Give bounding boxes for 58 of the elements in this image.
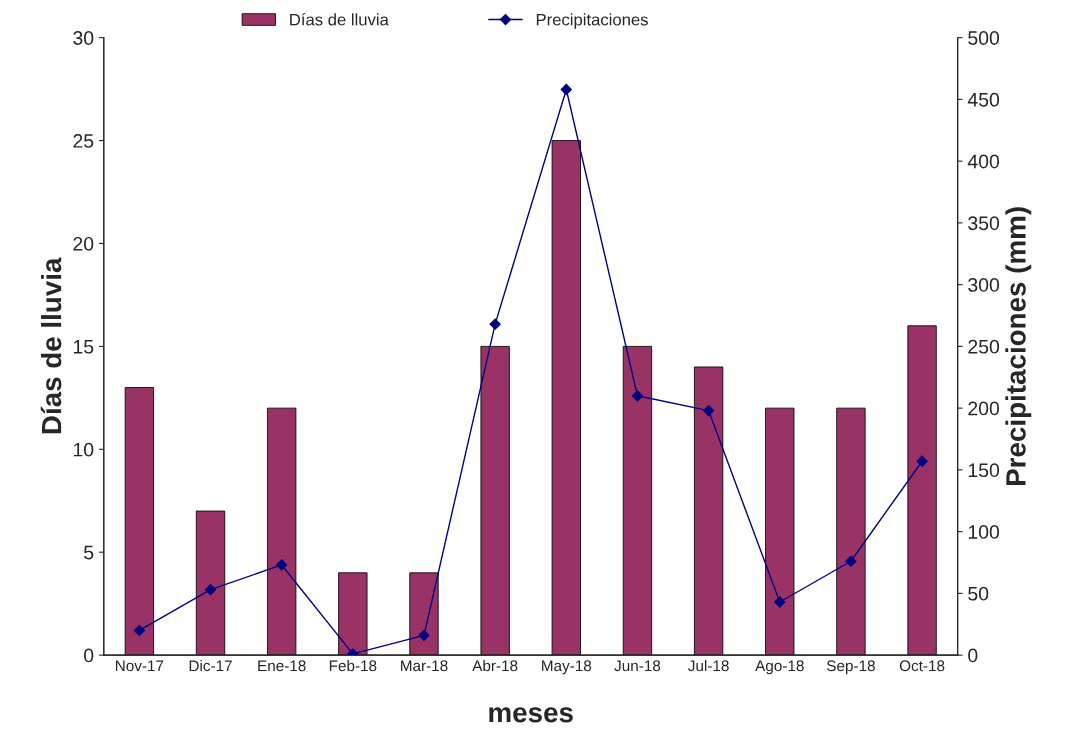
x-tick-label: Ene-18 (258, 660, 306, 672)
x-tick-label: Jun-18 (614, 660, 661, 672)
y2-axis-title: Precipitaciones (mm) (1005, 207, 1032, 485)
y-tick-label: 10 (73, 442, 94, 457)
point (845, 555, 857, 567)
y-tick-label: 15 (73, 340, 94, 354)
point (916, 455, 928, 467)
x-tick-label: Sep-18 (826, 660, 875, 675)
bar (907, 325, 937, 656)
y2-tick-label: 350 (968, 216, 1000, 231)
bar (124, 387, 155, 656)
x-tick-label: Oct-18 (899, 660, 945, 672)
x-tick-label: Dic-17 (189, 659, 232, 672)
y-tick-label: 0 (84, 648, 94, 663)
bar (765, 407, 795, 656)
bar (622, 345, 653, 656)
point (276, 559, 288, 571)
point (774, 596, 786, 608)
point (560, 83, 572, 96)
bar (836, 407, 866, 656)
legend-label: Precipitaciones (536, 13, 648, 29)
legend-label: Días de lluvia (290, 13, 389, 26)
x-tick-label: Feb-18 (329, 659, 377, 672)
bar (480, 345, 510, 656)
y2-tick-label: 150 (968, 463, 1000, 478)
x-tick-label: Ago-18 (755, 660, 804, 675)
bar (267, 407, 297, 656)
x-tick-label: Jul-18 (688, 659, 729, 672)
point (418, 629, 430, 641)
x-axis-title: meses (489, 707, 573, 723)
y-tick-label: 5 (84, 545, 94, 560)
point (133, 624, 145, 637)
y2-tick-label: 500 (968, 31, 1000, 45)
x-tick-label: May-18 (542, 660, 592, 675)
bar (195, 510, 226, 656)
bar (409, 572, 439, 656)
y2-tick-label: 400 (967, 154, 1000, 169)
point (204, 584, 217, 596)
y2-tick-label: 50 (968, 586, 989, 601)
x-tick-label: Mar-18 (401, 660, 448, 672)
point (489, 318, 501, 330)
y2-tick-label: 200 (968, 401, 1000, 416)
x-tick-label: Nov-17 (116, 660, 164, 672)
y2-tick-label: 100 (968, 525, 1000, 539)
y2-tick-label: 250 (968, 339, 1000, 354)
y2-tick-label: 450 (967, 92, 1000, 107)
y2-tick-label: 0 (968, 648, 978, 663)
y2-tick-label: 300 (968, 278, 1000, 292)
y-tick-label: 20 (73, 236, 94, 251)
bar (693, 366, 724, 656)
point (703, 404, 715, 417)
x-tick-label: Abr-18 (472, 659, 518, 672)
y-axis-title: Días de lluvia (40, 257, 62, 434)
bar (551, 140, 581, 656)
y-tick-label: 30 (73, 31, 94, 45)
point (631, 390, 644, 402)
bar (338, 572, 368, 656)
y-tick-label: 25 (73, 134, 94, 148)
